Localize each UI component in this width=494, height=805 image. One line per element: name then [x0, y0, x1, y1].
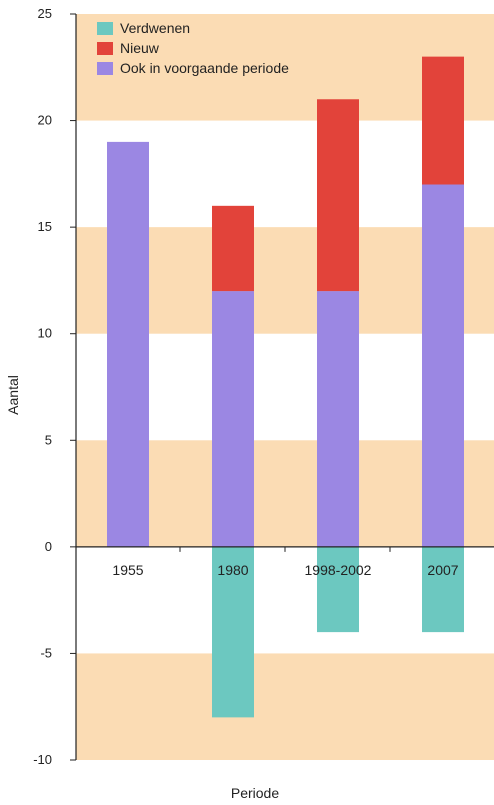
legend-label-2: Ook in voorgaande periode	[120, 60, 289, 76]
bar-ook-in-voorgaande-periode-2007	[422, 184, 464, 547]
bar-ook-in-voorgaande-periode-1955	[107, 141, 149, 547]
x-category-labels: 1955 1980 1998-2002 2007	[112, 562, 458, 578]
bar-verdwenen-1998-2002	[317, 546, 359, 633]
y-tick-label--10: -10	[33, 752, 52, 767]
legend-label-1: Nieuw	[120, 40, 160, 56]
x-category-label-1998-2002: 1998-2002	[305, 562, 372, 578]
legend-swatch-2	[97, 62, 113, 75]
bar-ook-in-voorgaande-periode-1998-2002	[317, 291, 359, 547]
x-axis-title: Periode	[231, 785, 279, 801]
y-axis-title: Aantal	[5, 375, 21, 415]
bar-verdwenen-2007	[422, 546, 464, 633]
y-tick-label-10: 10	[38, 326, 52, 341]
bar-verdwenen-1980	[212, 546, 254, 718]
bar-nieuw-1998-2002	[317, 99, 359, 292]
legend-swatch-0	[97, 22, 113, 35]
x-category-label-1980: 1980	[217, 562, 248, 578]
x-category-label-2007: 2007	[427, 562, 458, 578]
bar-ook-in-voorgaande-periode-1980	[212, 291, 254, 547]
y-ticks: -10 -5 0 5 10 15 20 25	[33, 6, 76, 767]
y-tick-label-20: 20	[38, 113, 52, 128]
background-band-3	[76, 653, 494, 760]
y-tick-label--5: -5	[40, 645, 52, 660]
y-tick-label-15: 15	[38, 219, 52, 234]
axes	[75, 14, 494, 760]
bars	[107, 56, 464, 718]
bar-nieuw-2007	[422, 56, 464, 185]
legend-swatch-1	[97, 42, 113, 55]
legend: Verdwenen Nieuw Ook in voorgaande periode	[97, 20, 289, 76]
x-category-label-1955: 1955	[112, 562, 143, 578]
y-tick-label-0: 0	[45, 539, 52, 554]
y-tick-label-25: 25	[38, 6, 52, 21]
legend-label-0: Verdwenen	[120, 20, 190, 36]
y-tick-label-5: 5	[45, 432, 52, 447]
bar-nieuw-1980	[212, 205, 254, 292]
